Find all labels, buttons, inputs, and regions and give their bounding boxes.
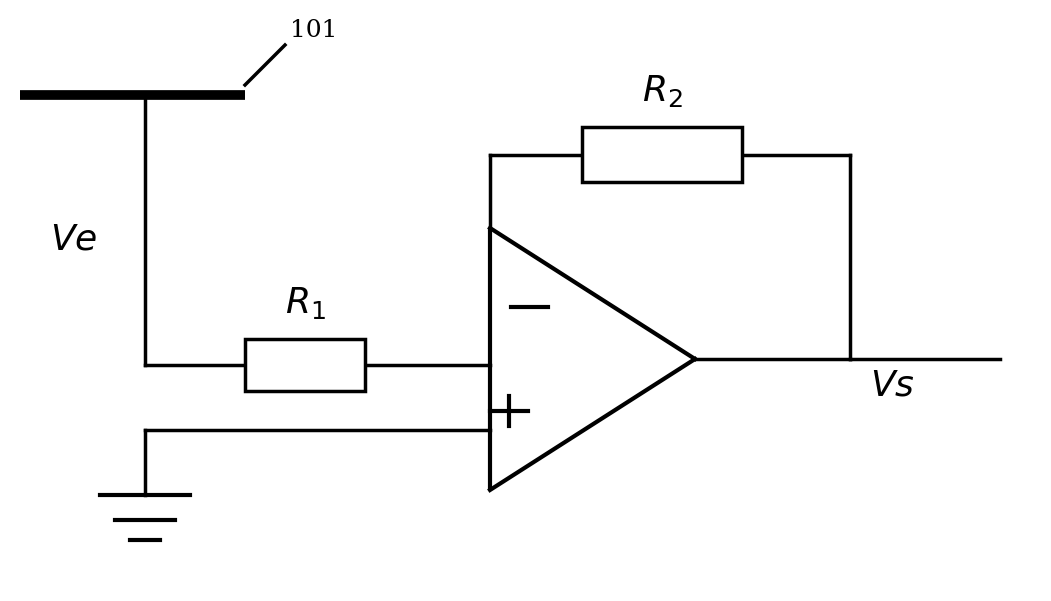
Text: $\mathbf{\mathit{R_1}}$: $\mathbf{\mathit{R_1}}$ (285, 285, 326, 321)
Text: $\mathbf{\mathit{R_2}}$: $\mathbf{\mathit{R_2}}$ (642, 73, 682, 109)
Text: $\mathbf{\mathit{Ve}}$: $\mathbf{\mathit{Ve}}$ (50, 223, 98, 257)
Text: $\mathbf{\mathit{Vs}}$: $\mathbf{\mathit{Vs}}$ (870, 368, 914, 402)
Bar (582, 127, 742, 183)
Bar (245, 339, 365, 391)
Text: 101: 101 (290, 19, 337, 42)
